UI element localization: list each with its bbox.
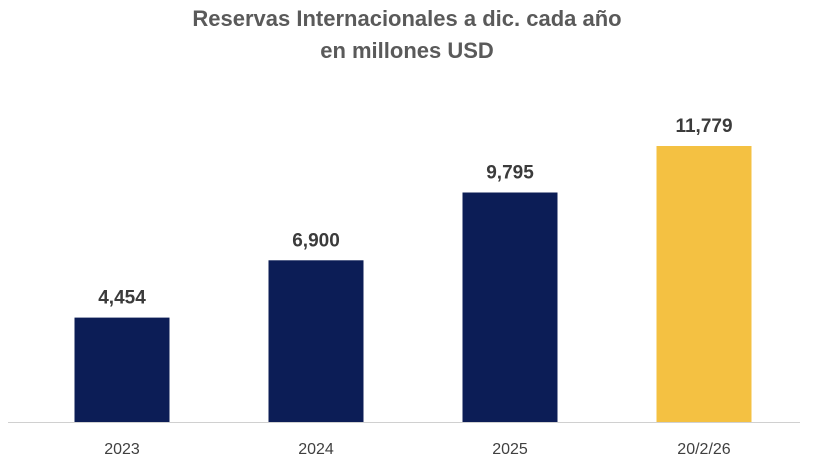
- data-label-2024: 6,900: [292, 230, 340, 251]
- x-tick-label-2023: 2023: [104, 441, 140, 458]
- data-label-2025: 9,795: [486, 163, 534, 184]
- x-tick-label-2024: 2024: [298, 441, 334, 458]
- x-tick-label-2025: 2025: [492, 441, 528, 458]
- bar-20-2-26: [656, 146, 752, 422]
- x-tick-label-20-2-26: 20/2/26: [677, 441, 730, 458]
- bar-2023: [74, 317, 170, 422]
- bar-2024: [268, 260, 364, 422]
- data-label-20-2-26: 11,779: [675, 116, 732, 137]
- bar-2025: [462, 192, 558, 422]
- chart-subtitle: en millones USD: [320, 38, 494, 63]
- chart-title: Reservas Internacionales a dic. cada año: [192, 6, 622, 31]
- data-label-2023: 4,454: [98, 288, 146, 309]
